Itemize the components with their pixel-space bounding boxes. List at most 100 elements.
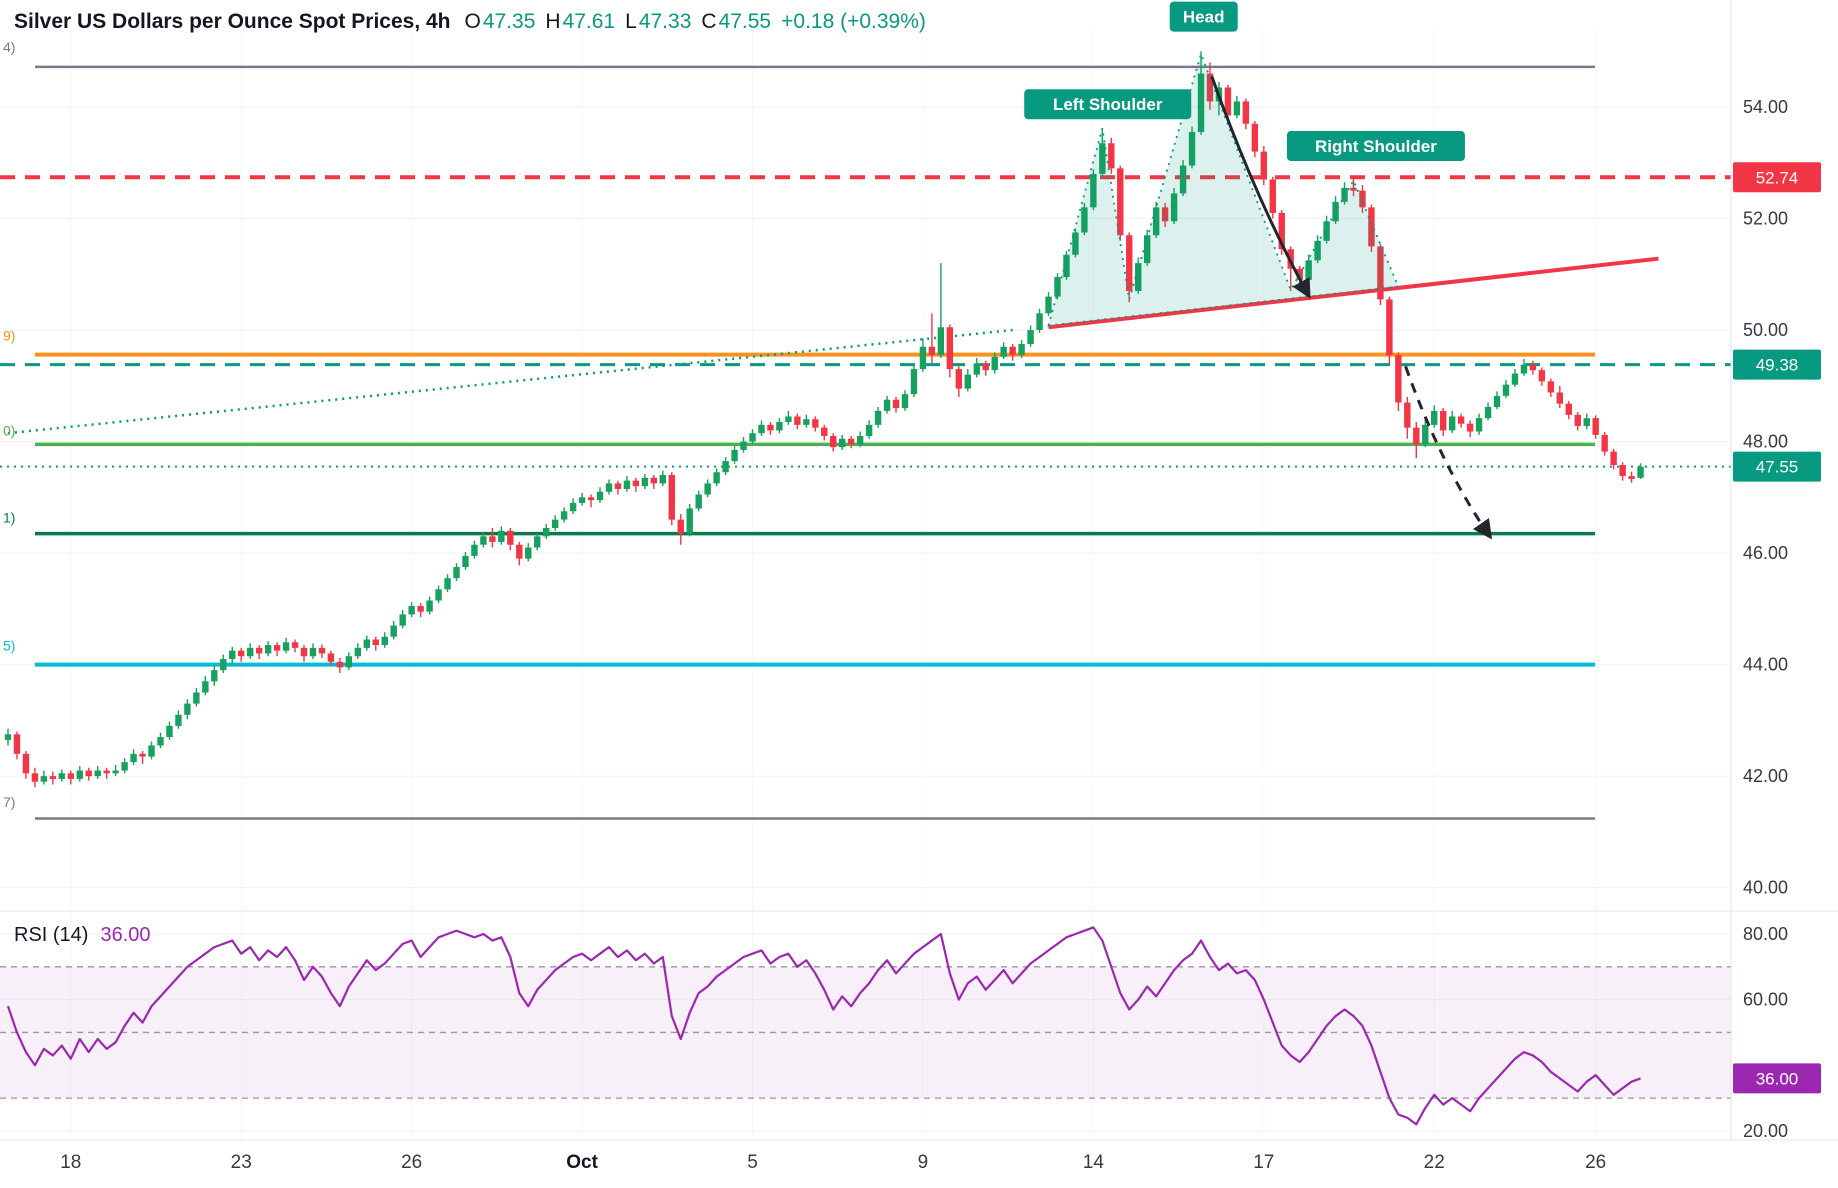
price-badge-bg bbox=[1733, 349, 1821, 380]
dashed-projection-arrow bbox=[1404, 365, 1493, 540]
candle-body bbox=[883, 399, 891, 411]
candle-body bbox=[453, 567, 460, 579]
candle-body bbox=[471, 544, 478, 556]
head-and-shoulders-pattern: Head Left Shoulder Right Shoulder bbox=[1024, 1, 1493, 540]
price-axis-label: 52.00 bbox=[1743, 209, 1788, 229]
candle-body bbox=[462, 555, 469, 568]
candle-body bbox=[363, 639, 370, 648]
candle-body bbox=[578, 497, 586, 503]
trendline[interactable] bbox=[1048, 256, 1659, 330]
candle-body bbox=[408, 606, 415, 615]
trendline[interactable] bbox=[7, 328, 1013, 435]
rsi-badge-bg bbox=[1733, 1063, 1821, 1094]
chart-legend: Silver US Dollars per Ounce Spot Prices,… bbox=[14, 10, 926, 34]
candle-body bbox=[1233, 101, 1241, 116]
candle-body bbox=[534, 536, 541, 548]
time-axis-label: 17 bbox=[1253, 1152, 1274, 1173]
price-axis-label: 50.00 bbox=[1743, 320, 1788, 340]
candle-body bbox=[803, 419, 810, 425]
time-axis-label: 26 bbox=[401, 1152, 422, 1173]
candle-body bbox=[229, 650, 236, 660]
candle-body bbox=[157, 737, 164, 746]
candle-body bbox=[919, 346, 927, 370]
candle-body bbox=[327, 653, 335, 662]
candle-body bbox=[569, 502, 577, 512]
pattern-label-text: Right Shoulder bbox=[1315, 137, 1437, 156]
candle-body bbox=[874, 410, 882, 425]
candle-body bbox=[1117, 168, 1124, 236]
pattern-outline bbox=[1047, 51, 1400, 327]
high-label: H bbox=[545, 10, 561, 33]
candle-body bbox=[982, 363, 989, 371]
candle-body bbox=[650, 477, 658, 484]
candle-body bbox=[220, 659, 227, 671]
candle-body bbox=[1036, 313, 1043, 331]
trendlines bbox=[7, 256, 1659, 435]
time-axis-label: Oct bbox=[566, 1152, 598, 1173]
candle-body bbox=[246, 647, 254, 657]
candle-body bbox=[1574, 414, 1581, 426]
candle-body bbox=[1359, 190, 1366, 208]
candle-body bbox=[1619, 464, 1626, 477]
candle-body bbox=[596, 491, 604, 501]
candle-body bbox=[713, 472, 720, 484]
candle-body bbox=[1431, 410, 1438, 425]
price-badge-bg bbox=[1733, 162, 1821, 193]
candle-body bbox=[1511, 373, 1519, 385]
ohlc-readout: O 47.35 H 47.61 L 47.33 C 47.55 +0.18 (+0.39… bbox=[465, 10, 926, 34]
candle-body bbox=[1108, 143, 1115, 169]
candle-body bbox=[605, 483, 613, 492]
candle-body bbox=[1637, 466, 1644, 478]
candle-body bbox=[417, 606, 424, 612]
candle-body bbox=[1224, 87, 1232, 116]
candle-body bbox=[238, 650, 245, 657]
candle-body bbox=[1368, 207, 1375, 247]
candle-body bbox=[1440, 410, 1447, 431]
candle-body bbox=[58, 773, 66, 779]
candle-body bbox=[1475, 418, 1483, 432]
candle-body bbox=[946, 327, 954, 370]
candle-body bbox=[1126, 235, 1133, 292]
candle-body bbox=[85, 770, 92, 777]
candle-body bbox=[1556, 392, 1564, 404]
pattern-label-pill bbox=[1286, 131, 1465, 162]
price-axis-label: 54.00 bbox=[1743, 97, 1788, 117]
time-axis-label: 26 bbox=[1585, 1152, 1606, 1173]
pattern-label-pill bbox=[1024, 89, 1192, 120]
candle-body bbox=[444, 578, 451, 590]
candle-body bbox=[1152, 207, 1160, 236]
candle-body bbox=[1413, 427, 1420, 445]
time-axis-label: 9 bbox=[918, 1152, 929, 1173]
candle-body bbox=[1529, 364, 1537, 371]
candle-body bbox=[309, 647, 317, 657]
candle-body bbox=[1538, 370, 1546, 382]
candle-body bbox=[1188, 132, 1196, 166]
candle-body bbox=[560, 511, 568, 520]
candle-body bbox=[1493, 395, 1501, 407]
candle-body bbox=[668, 475, 675, 520]
candle-body bbox=[300, 647, 308, 657]
candle-body bbox=[211, 670, 218, 682]
candle-body bbox=[1269, 179, 1276, 213]
pattern-label-text: Left Shoulder bbox=[1053, 95, 1163, 114]
candle-body bbox=[704, 483, 711, 495]
candle-body bbox=[1386, 299, 1393, 356]
candle-body bbox=[273, 645, 281, 651]
candle-body bbox=[1601, 434, 1608, 452]
open-label: O bbox=[464, 10, 481, 33]
time-axis-label: 5 bbox=[747, 1152, 758, 1173]
price-axis-label: 48.00 bbox=[1743, 432, 1788, 452]
price-axis[interactable]: 54.00 52.00 50.00 48.00 46.00 44.00 42.00 40.00… bbox=[1733, 97, 1821, 1141]
candle-body bbox=[543, 527, 550, 537]
candle-body bbox=[785, 416, 792, 423]
candle-body bbox=[390, 625, 397, 637]
open-value: 47.35 bbox=[482, 10, 536, 33]
price-axis-label: 46.00 bbox=[1743, 543, 1788, 563]
candle-body bbox=[49, 776, 57, 779]
candle-body bbox=[1009, 346, 1016, 356]
rsi-badge-text: 36.00 bbox=[1756, 1069, 1799, 1088]
time-axis[interactable]: 18 23 26 Oct 5 9 14 17 22 26 bbox=[60, 1152, 1606, 1173]
candle-body bbox=[1260, 151, 1267, 180]
